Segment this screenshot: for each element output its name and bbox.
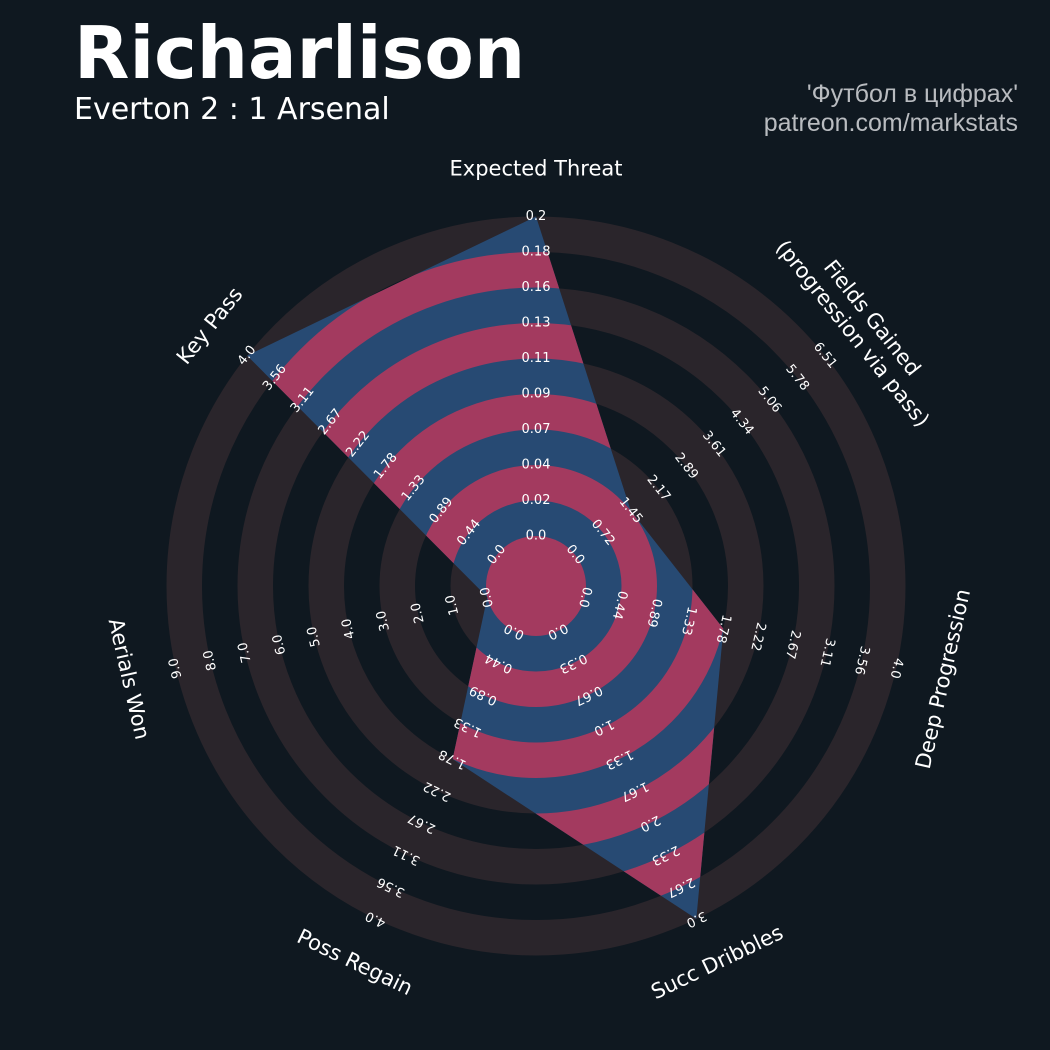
tick-label: 4.0 (339, 617, 358, 641)
tick-label: 5.0 (305, 625, 324, 649)
tick-label: 3.56 (851, 645, 872, 677)
tick-label: 0.0 (575, 585, 594, 609)
axis-label: Aerials Won (104, 616, 155, 742)
tick-label: 0.07 (522, 422, 551, 437)
tick-label: 0.02 (522, 493, 551, 508)
axis-label: Fields Gained(progression via pass) (771, 220, 954, 432)
match-subtitle: Everton 2 : 1 Arsenal (74, 92, 390, 127)
tick-label: 9.0 (166, 656, 185, 680)
tick-label: 0.44 (609, 589, 630, 621)
tick-label: 0.2 (526, 209, 547, 224)
tick-label: 6.0 (270, 633, 289, 657)
tick-label: 0.16 (522, 280, 551, 295)
tick-label: 3.11 (816, 637, 837, 669)
tick-label: 0.89 (643, 597, 664, 629)
axis-label: Expected Threat (450, 157, 623, 181)
tick-label: 0.0 (526, 529, 547, 544)
tick-label: 3.0 (374, 609, 393, 633)
tick-label: 2.22 (747, 621, 768, 653)
tick-label: 4.0 (887, 656, 906, 680)
tick-label: 8.0 (201, 649, 220, 673)
tick-label: 0.18 (522, 245, 551, 260)
axis-label: Poss Regain (293, 924, 416, 1000)
tick-label: 1.78 (713, 613, 734, 645)
credit-block: 'Футбол в цифрах' patreon.com/markstats (764, 80, 1018, 138)
tick-label: 0.11 (522, 351, 551, 366)
tick-label: 2.0 (408, 601, 427, 625)
tick-label: 1.33 (678, 605, 699, 637)
axis-label: Deep Progression (911, 587, 975, 771)
tick-label: 1.0 (443, 593, 462, 617)
tick-label: 0.13 (522, 316, 551, 331)
credit-line-1: 'Футбол в цифрах' (806, 80, 1018, 108)
tick-label: 2.67 (782, 629, 803, 661)
tick-label: 0.09 (522, 387, 551, 402)
tick-label: 0.0 (478, 585, 497, 609)
credit-line-2: patreon.com/markstats (763, 108, 1018, 137)
data-center-disc (486, 536, 586, 636)
tick-label: 7.0 (235, 641, 254, 665)
tick-label: 0.04 (522, 458, 551, 473)
axis-label: Succ Dribbles (647, 920, 787, 1004)
player-name-title: Richarlison (74, 11, 526, 95)
